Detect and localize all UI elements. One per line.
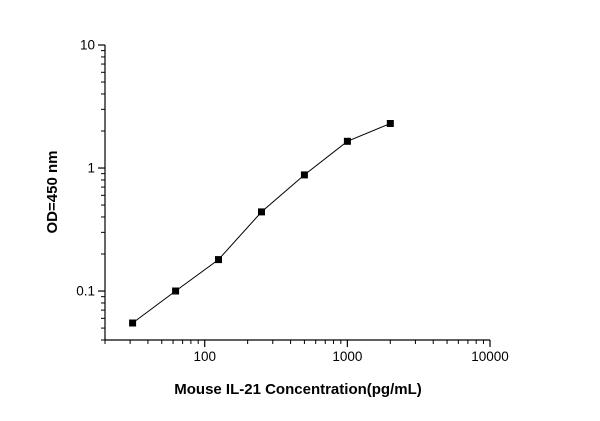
x-tick-label: 100 xyxy=(193,349,216,364)
x-axis: 100 1000 10000 xyxy=(104,339,509,364)
data-point xyxy=(343,137,351,145)
data-point xyxy=(386,120,394,127)
data-line xyxy=(132,123,391,324)
y-tick-label: 1 xyxy=(87,161,95,176)
data-point xyxy=(172,287,180,295)
series-line xyxy=(132,123,391,324)
x-tick-label: 1000 xyxy=(332,349,362,364)
data-point xyxy=(129,319,137,327)
data-point xyxy=(258,208,265,216)
y-tick-label: 10 xyxy=(80,38,95,53)
data-points xyxy=(129,120,394,327)
data-point xyxy=(300,171,308,179)
y-axis-label: OD=450 nm xyxy=(44,151,61,234)
y-axis: 0.1 1 10 xyxy=(76,38,106,341)
x-axis-label: Mouse IL-21 Concentration(pg/mL) xyxy=(174,381,422,398)
y-tick-label: 0.1 xyxy=(76,284,95,299)
x-tick-label: 10000 xyxy=(471,349,509,364)
data-point xyxy=(215,256,222,264)
